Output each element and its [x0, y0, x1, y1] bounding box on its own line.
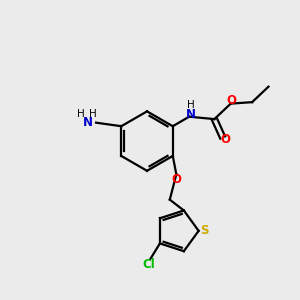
Text: H: H — [88, 109, 96, 119]
Text: O: O — [226, 94, 236, 106]
Text: H: H — [187, 100, 194, 110]
Text: N: N — [186, 108, 196, 121]
Text: H: H — [77, 109, 84, 119]
Text: O: O — [221, 134, 231, 146]
Text: N: N — [83, 116, 93, 129]
Text: S: S — [200, 224, 209, 237]
Text: O: O — [171, 173, 181, 186]
Text: Cl: Cl — [142, 258, 155, 271]
